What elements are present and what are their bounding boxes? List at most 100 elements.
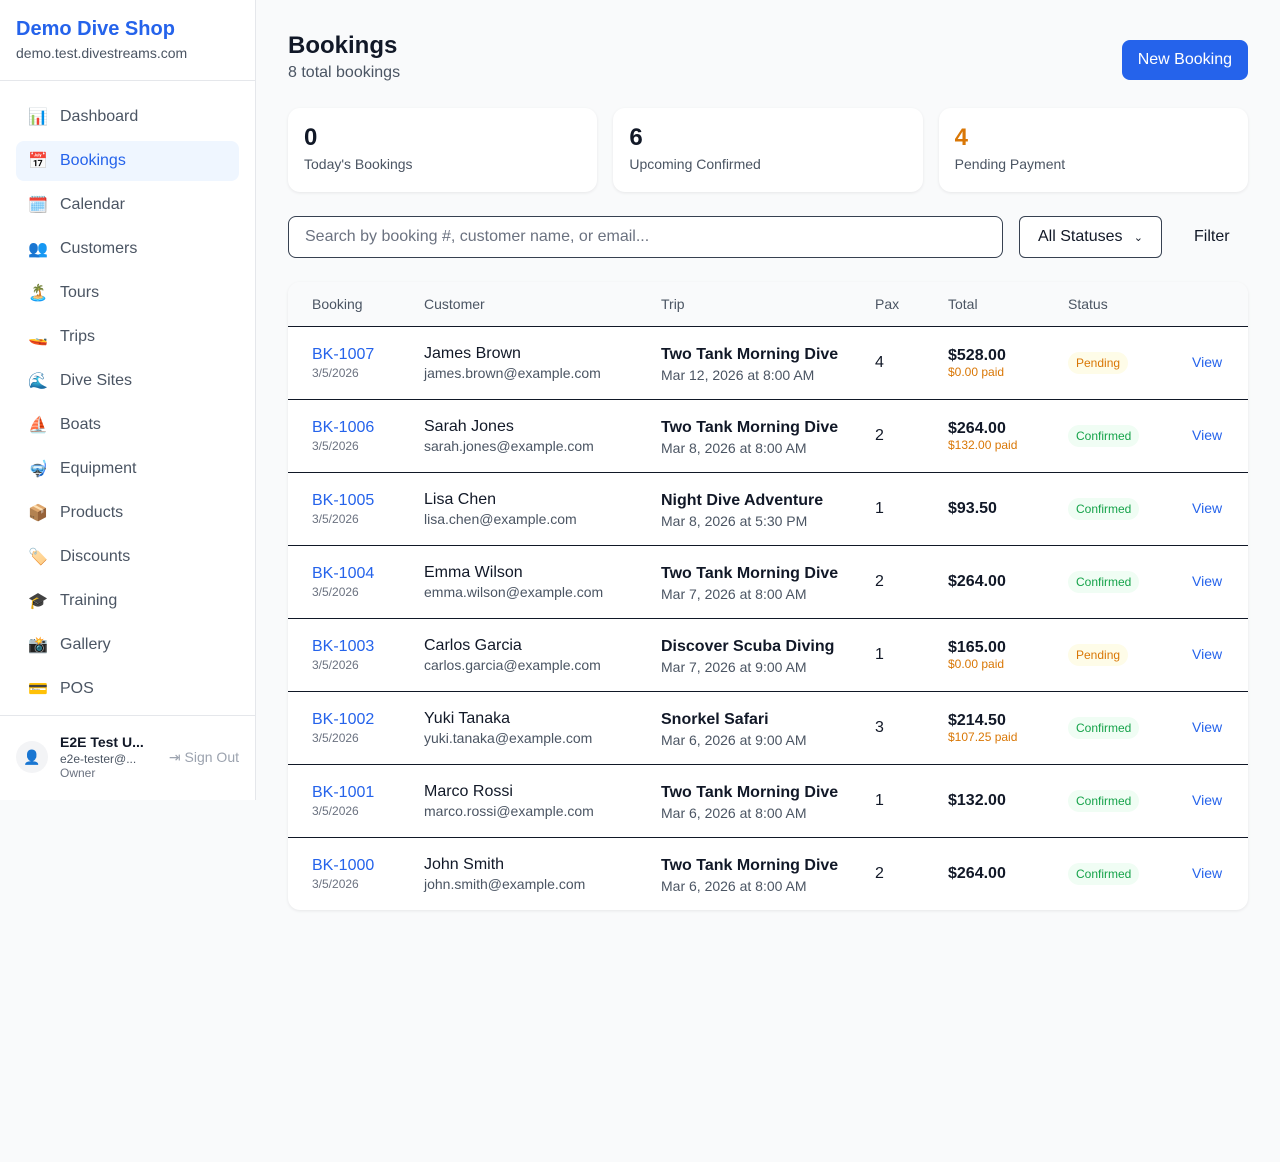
paid-amount: $0.00 paid — [948, 656, 1005, 671]
pax: 4 — [851, 326, 924, 400]
page-subtitle: 8 total bookings — [288, 64, 401, 81]
booking-date: 3/5/2026 — [312, 803, 359, 818]
search-input[interactable] — [288, 216, 1003, 258]
status-badge: Confirmed — [1068, 424, 1140, 447]
status-badge: Confirmed — [1068, 497, 1140, 520]
user-email: e2e-tester@... — [60, 752, 137, 766]
column-header: Total — [924, 282, 1044, 327]
dashboard-icon: 📊 — [28, 109, 48, 126]
pax: 2 — [851, 545, 924, 619]
booking-link[interactable]: BK-1004 — [312, 564, 375, 582]
stats-row: 0 Today's Bookings 6 Upcoming Confirmed 4 P… — [288, 108, 1248, 192]
brand-name[interactable]: Demo Dive Shop — [16, 18, 175, 40]
customer-email: sarah.jones@example.com — [424, 437, 594, 454]
booking-date: 3/5/2026 — [312, 730, 359, 745]
sidebar-item-label: Bookings — [60, 152, 126, 169]
sidebar-item-dashboard[interactable]: 📊 Dashboard — [16, 97, 239, 137]
trip-date: Mar 8, 2026 at 8:00 AM — [661, 439, 807, 456]
boats-icon: ⛵ — [28, 417, 48, 434]
filter-button[interactable]: Filter — [1178, 228, 1246, 246]
booking-link[interactable]: BK-1005 — [312, 491, 375, 509]
stat-card-upcoming: 6 Upcoming Confirmed — [613, 108, 923, 192]
status-select[interactable]: All Statuses ⌄ — [1019, 216, 1162, 258]
table-row: BK-1003 3/5/2026 Carlos Garcia carlos.garc… — [288, 618, 1248, 692]
chevron-down-icon: ⌄ — [1133, 231, 1143, 244]
bookings-table: Booking Customer Trip Pax Total Status BK-100… — [288, 282, 1248, 910]
trip-name: Two Tank Morning Dive — [661, 564, 839, 582]
sidebar-item-dive-sites[interactable]: 🌊 Dive Sites — [16, 361, 239, 401]
view-link[interactable]: View — [1192, 791, 1223, 808]
customer-email: james.brown@example.com — [424, 364, 601, 381]
view-link[interactable]: View — [1192, 499, 1223, 516]
table-row: BK-1005 3/5/2026 Lisa Chen lisa.chen@examp… — [288, 472, 1248, 546]
sidebar-item-label: Dashboard — [60, 108, 139, 125]
user-role: Owner — [60, 766, 96, 780]
view-link[interactable]: View — [1192, 718, 1223, 735]
stat-value: 0 — [304, 124, 318, 151]
trip-date: Mar 6, 2026 at 8:00 AM — [661, 804, 807, 821]
training-icon: 🎓 — [28, 593, 48, 610]
sign-out-button[interactable]: ⇥ Sign Out — [169, 749, 239, 766]
sidebar-item-training[interactable]: 🎓 Training — [16, 581, 239, 621]
status-badge: Confirmed — [1068, 789, 1140, 812]
trip-date: Mar 12, 2026 at 8:00 AM — [661, 366, 815, 383]
sidebar: Demo Dive Shop demo.test.divestreams.com… — [0, 0, 256, 800]
stat-value: 6 — [629, 124, 643, 151]
column-header: Trip — [637, 282, 851, 327]
new-booking-button[interactable]: New Booking — [1121, 40, 1248, 80]
sidebar-item-products[interactable]: 📦 Products — [16, 493, 239, 533]
booking-link[interactable]: BK-1000 — [312, 856, 375, 874]
sidebar-item-label: Calendar — [60, 196, 125, 213]
table-row: BK-1006 3/5/2026 Sarah Jones sarah.jones@e… — [288, 399, 1248, 473]
sidebar-item-customers[interactable]: 👥 Customers — [16, 229, 239, 269]
trip-name: Two Tank Morning Dive — [661, 783, 839, 801]
booking-date: 3/5/2026 — [312, 584, 359, 599]
page-title: Bookings — [288, 32, 398, 59]
view-link[interactable]: View — [1192, 572, 1223, 589]
sidebar-item-boats[interactable]: ⛵ Boats — [16, 405, 239, 445]
customer-email: yuki.tanaka@example.com — [424, 729, 593, 746]
booking-link[interactable]: BK-1003 — [312, 637, 375, 655]
table-header: Booking Customer Trip Pax Total Status — [288, 282, 1248, 327]
customers-icon: 👥 — [28, 241, 48, 258]
sign-out-icon: ⇥ — [168, 748, 181, 765]
user-name: E2E Test U... — [60, 734, 144, 750]
stat-value: 4 — [954, 124, 969, 151]
table-row: BK-1001 3/5/2026 Marco Rossi marco.rossi@e… — [288, 764, 1248, 838]
sidebar-item-pos[interactable]: 💳 POS — [16, 669, 239, 709]
paid-amount: $0.00 paid — [948, 364, 1005, 379]
sidebar-item-trips[interactable]: 🚤 Trips — [16, 317, 239, 357]
status-badge: Pending — [1068, 351, 1129, 374]
sidebar-item-gallery[interactable]: 📸 Gallery — [16, 625, 239, 665]
trip-date: Mar 7, 2026 at 9:00 AM — [661, 658, 807, 675]
booking-date: 3/5/2026 — [312, 876, 359, 891]
trip-name: Two Tank Morning Dive — [661, 418, 839, 436]
total: $93.50 — [948, 499, 997, 517]
customer-name: John Smith — [424, 855, 505, 873]
paid-amount: $132.00 paid — [948, 437, 1018, 452]
sidebar-item-label: Discounts — [60, 548, 131, 565]
trip-date: Mar 6, 2026 at 9:00 AM — [661, 731, 807, 748]
equipment-icon: 🤿 — [28, 461, 48, 478]
sidebar-item-label: Products — [60, 504, 124, 521]
pax: 1 — [851, 764, 924, 838]
brand: Demo Dive Shop demo.test.divestreams.com — [0, 0, 255, 81]
view-link[interactable]: View — [1192, 864, 1223, 881]
booking-date: 3/5/2026 — [312, 511, 359, 526]
booking-link[interactable]: BK-1006 — [312, 418, 375, 436]
sidebar-item-discounts[interactable]: 🏷️ Discounts — [16, 537, 239, 577]
sidebar-item-equipment[interactable]: 🤿 Equipment — [16, 449, 239, 489]
view-link[interactable]: View — [1192, 645, 1223, 662]
booking-link[interactable]: BK-1002 — [312, 710, 375, 728]
pax: 1 — [851, 472, 924, 546]
total: $528.00 — [948, 346, 1006, 364]
booking-date: 3/5/2026 — [312, 438, 359, 453]
sidebar-item-label: Gallery — [60, 636, 111, 653]
sidebar-item-tours[interactable]: 🏝️ Tours — [16, 273, 239, 313]
view-link[interactable]: View — [1192, 426, 1223, 443]
sidebar-item-calendar[interactable]: 🗓️ Calendar — [16, 185, 239, 225]
booking-link[interactable]: BK-1007 — [312, 345, 375, 363]
sidebar-item-bookings[interactable]: 📅 Bookings — [16, 141, 239, 181]
view-link[interactable]: View — [1192, 353, 1223, 370]
booking-link[interactable]: BK-1001 — [312, 783, 375, 801]
